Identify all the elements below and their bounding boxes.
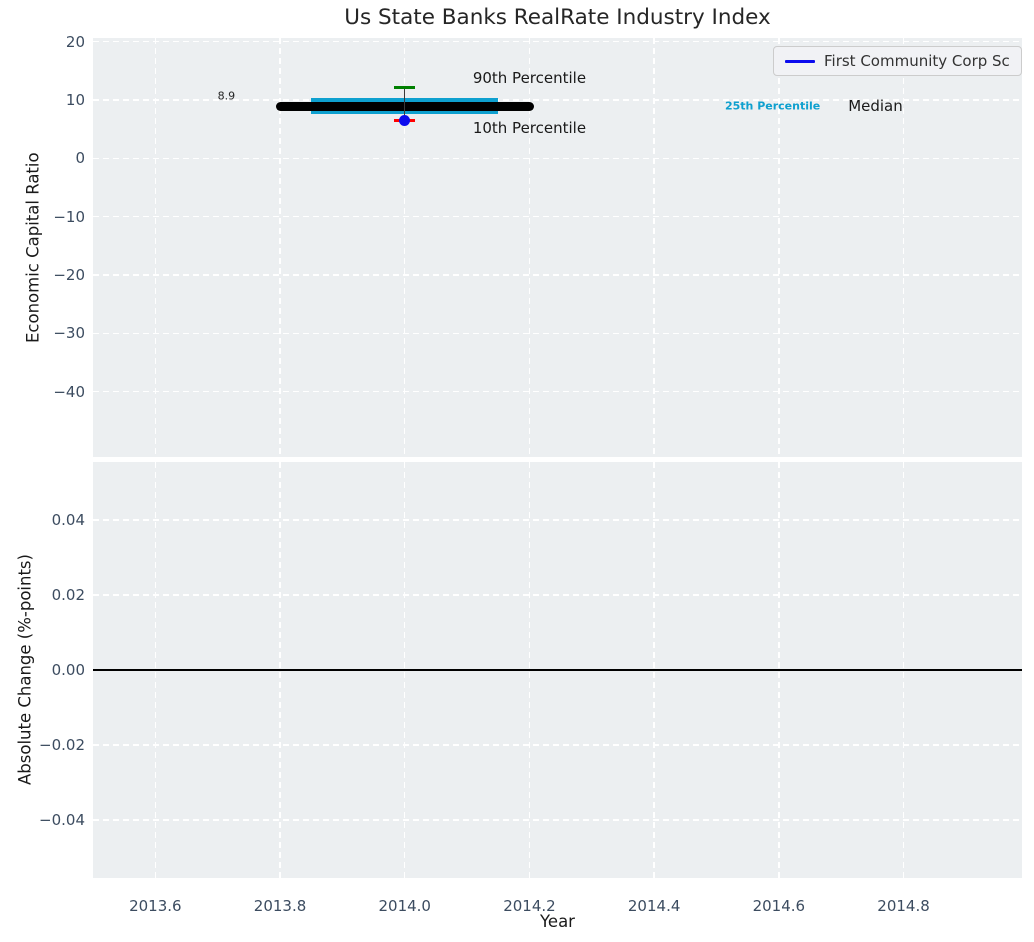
gridline-vertical: [404, 38, 406, 457]
gridline-vertical: [528, 38, 531, 457]
x-tick-label: 2014.8: [877, 897, 930, 915]
gridline-horizontal: [93, 744, 1022, 746]
chart-title: Us State Banks RealRate Industry Index: [344, 5, 771, 30]
legend-label: First Community Corp Sc: [824, 52, 1010, 70]
errorbar-cap-90th: [394, 85, 416, 90]
x-tick-label: 2014.4: [627, 897, 681, 915]
zero-line: [93, 669, 1022, 671]
y-tick-label: 20: [65, 32, 85, 51]
gridline-horizontal: [93, 274, 1022, 276]
x-tick-label: 2013.8: [253, 897, 307, 915]
x-tick-label: 2014.2: [503, 897, 556, 915]
bottom-plot-area: [93, 462, 1022, 878]
y-tick-label: −10: [53, 207, 85, 226]
gridline-horizontal: [93, 40, 1022, 43]
y-tick-label: 0.04: [51, 511, 85, 530]
gridline-horizontal: [93, 157, 1022, 159]
legend[interactable]: First Community Corp Sc: [773, 46, 1022, 76]
errorbar-stem: [403, 87, 406, 121]
y-tick-label: −20: [53, 265, 85, 284]
y-tick-label: 10: [65, 90, 85, 109]
gridline-horizontal: [93, 332, 1022, 334]
y-tick-label: 0.00: [51, 661, 85, 679]
x-axis-label-year: Year: [540, 912, 575, 931]
gridline-horizontal: [93, 99, 1022, 101]
annotation-text: 8.9: [217, 89, 236, 103]
gridline-horizontal: [93, 594, 1022, 596]
x-tick-label: 2014.0: [378, 897, 431, 915]
gridline-vertical: [154, 38, 157, 457]
top-plot-area: [93, 38, 1022, 457]
y-tick-label: 0.02: [51, 586, 85, 605]
x-tick-label: 2014.6: [752, 897, 806, 915]
y-tick-label: −30: [53, 324, 85, 343]
annotation-text: Median: [848, 96, 903, 115]
annotation-text: 25th Percentile: [724, 99, 821, 113]
x-tick-label: 2013.6: [129, 897, 182, 915]
y-tick-label: −0.04: [39, 810, 85, 829]
gridline-horizontal: [93, 215, 1022, 218]
company-data-point[interactable]: [399, 114, 411, 126]
annotation-text: 10th Percentile: [472, 118, 587, 137]
annotation-text: 90th Percentile: [472, 69, 587, 88]
gridline-horizontal: [93, 819, 1022, 821]
gridline-horizontal: [93, 390, 1022, 393]
gridline-vertical: [778, 38, 780, 457]
gridline-horizontal: [93, 519, 1022, 521]
gridline-vertical: [279, 38, 281, 457]
y-tick-label: −40: [53, 382, 85, 401]
legend-line-swatch: [785, 59, 815, 63]
gridline-vertical: [902, 38, 905, 457]
y-tick-label: 0: [75, 149, 85, 168]
gridline-vertical: [653, 38, 655, 457]
y-tick-label: −0.02: [39, 735, 85, 754]
